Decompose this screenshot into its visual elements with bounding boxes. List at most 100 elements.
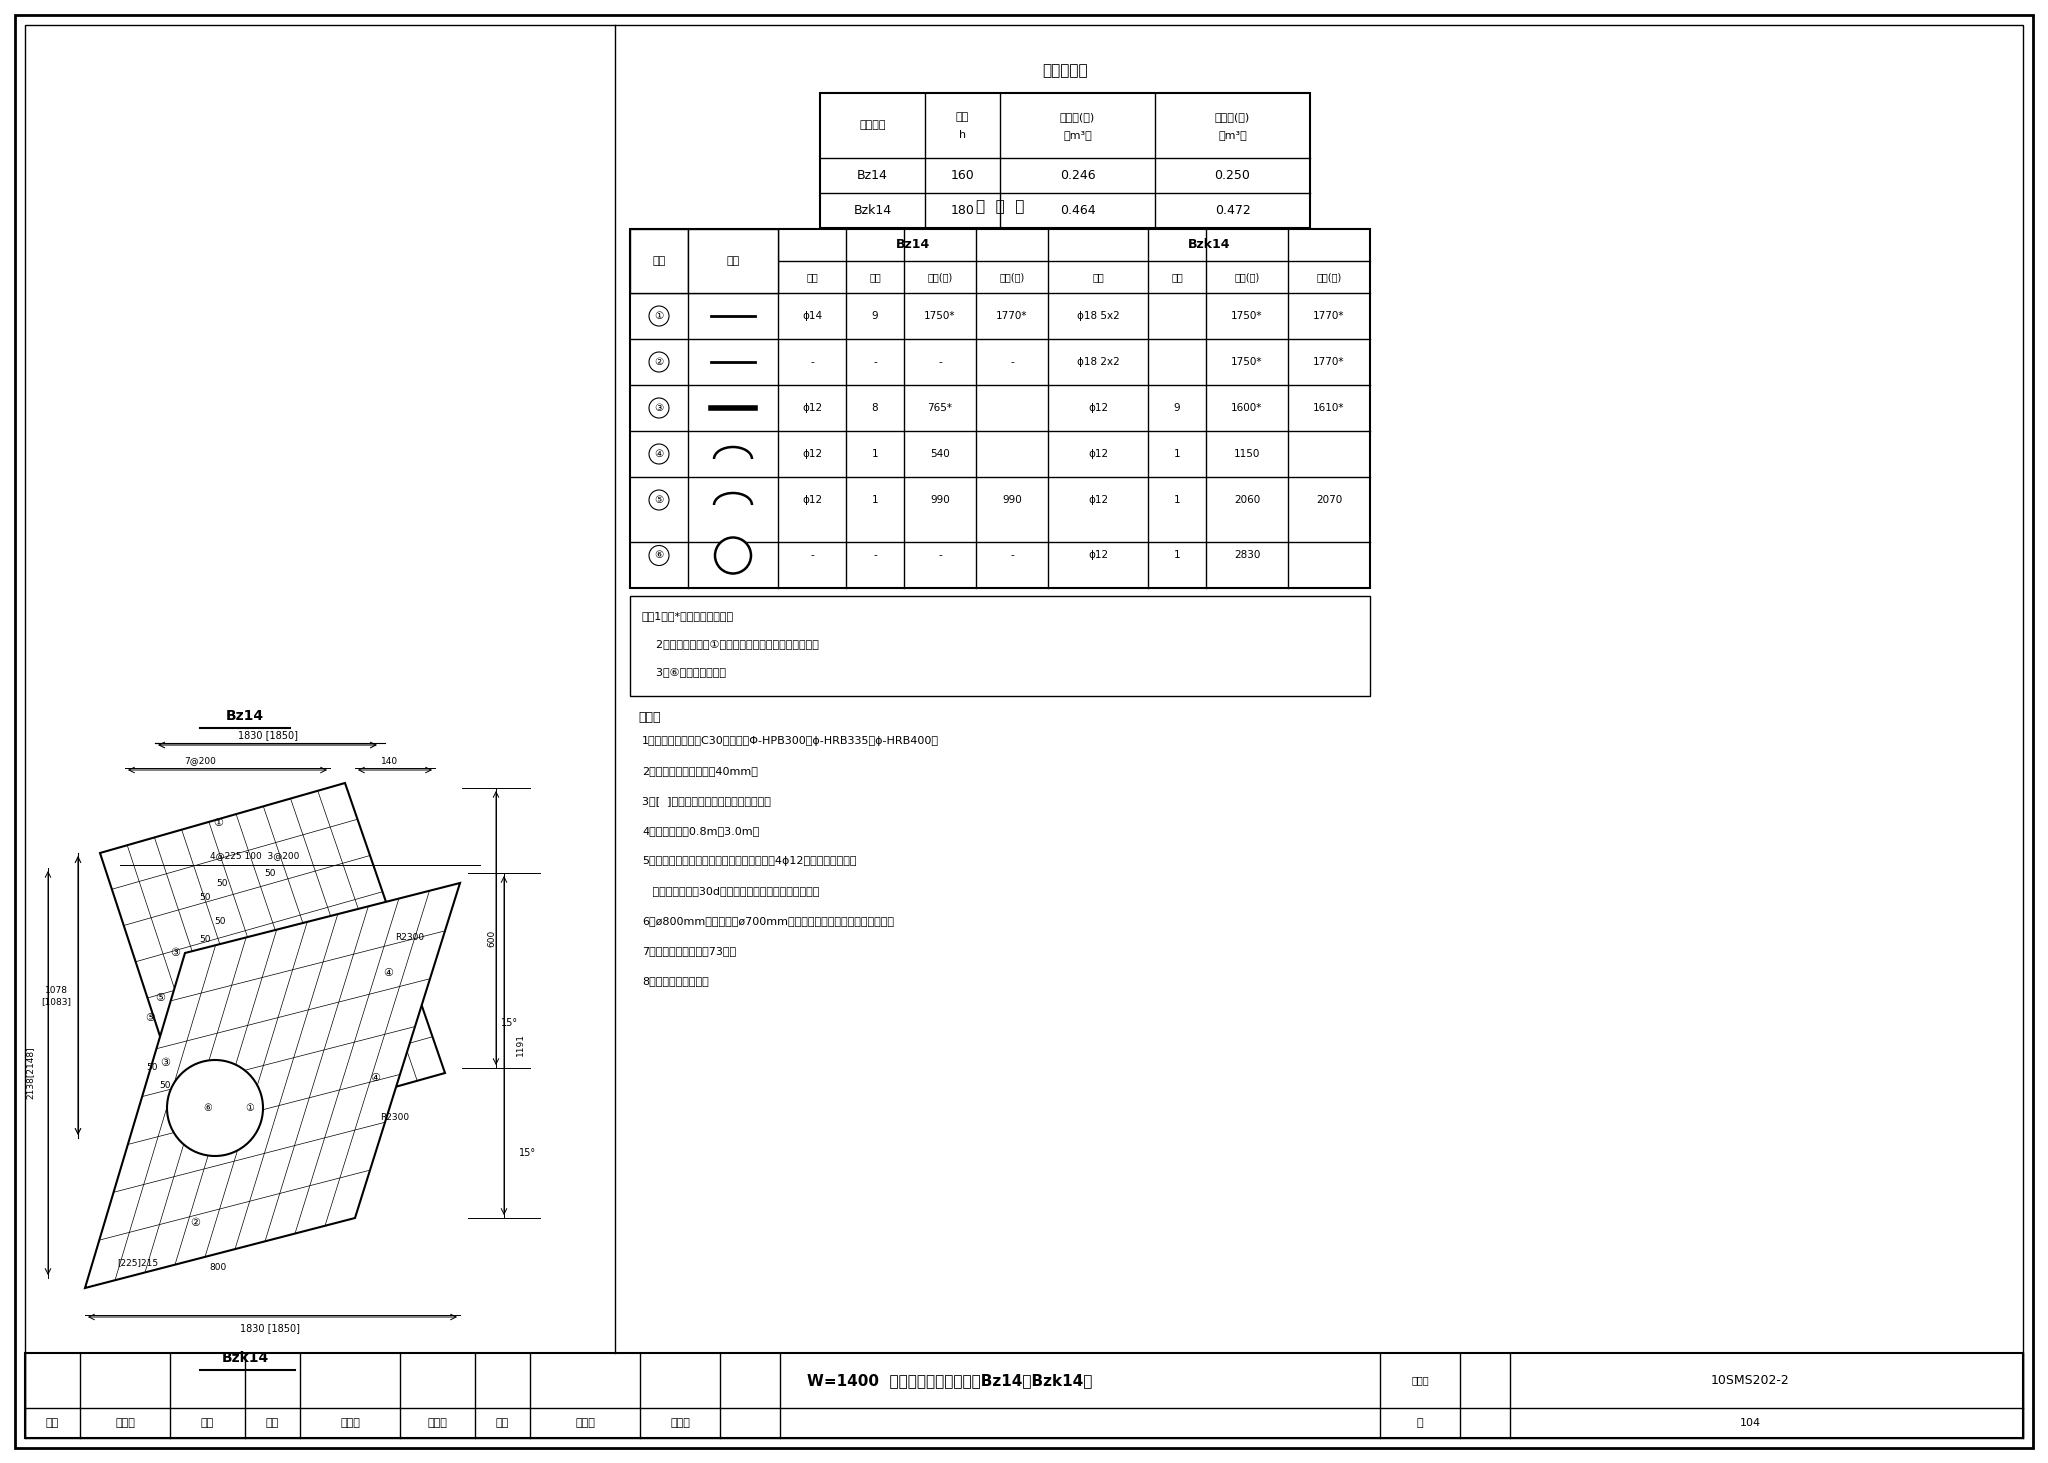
- Text: 1750*: 1750*: [1231, 357, 1264, 367]
- Text: 50: 50: [209, 1125, 221, 1134]
- Text: 1600*: 1600*: [1231, 402, 1264, 413]
- Text: -: -: [811, 550, 813, 560]
- Text: ④: ④: [655, 449, 664, 459]
- Text: [225]215: [225]215: [117, 1258, 158, 1267]
- Text: -: -: [811, 357, 813, 367]
- Text: 0.464: 0.464: [1059, 203, 1096, 217]
- Text: 1: 1: [1174, 449, 1180, 459]
- Text: ③: ③: [655, 402, 664, 413]
- Text: ⑤: ⑤: [655, 494, 664, 505]
- Text: -: -: [872, 550, 877, 560]
- Text: 设计: 设计: [496, 1418, 508, 1428]
- Text: -: -: [1010, 357, 1014, 367]
- Text: 1750*: 1750*: [924, 312, 956, 320]
- Text: 1830 [1850]: 1830 [1850]: [238, 730, 299, 740]
- Text: Bzk14: Bzk14: [854, 203, 891, 217]
- Text: 50: 50: [199, 935, 211, 945]
- Text: 540: 540: [930, 449, 950, 459]
- Circle shape: [649, 546, 670, 566]
- Text: ϕ14: ϕ14: [803, 312, 821, 320]
- Text: 1770*: 1770*: [1313, 312, 1346, 320]
- Text: 15°: 15°: [502, 1018, 518, 1028]
- Text: 盖板型号: 盖板型号: [860, 120, 885, 130]
- Text: 页: 页: [1417, 1418, 1423, 1428]
- Text: 钢  筋  表: 钢 筋 表: [975, 199, 1024, 215]
- Text: -: -: [938, 357, 942, 367]
- Text: 50: 50: [160, 1081, 170, 1090]
- Text: 直径: 直径: [807, 272, 817, 282]
- Polygon shape: [100, 783, 444, 1143]
- Text: 1: 1: [1174, 494, 1180, 505]
- Text: 刘迎焕: 刘迎焕: [340, 1418, 360, 1428]
- Circle shape: [649, 490, 670, 511]
- Text: ④: ④: [383, 969, 393, 977]
- Text: 0.472: 0.472: [1214, 203, 1251, 217]
- Text: 7@200: 7@200: [184, 756, 215, 765]
- Text: ②: ②: [655, 357, 664, 367]
- Text: 2060: 2060: [1233, 494, 1260, 505]
- Circle shape: [649, 353, 670, 372]
- Text: 1: 1: [1174, 550, 1180, 560]
- Text: 门建鸣: 门建鸣: [428, 1418, 446, 1428]
- Text: 4@225 100  3@200: 4@225 100 3@200: [211, 851, 299, 860]
- Text: 长度(石): 长度(石): [1317, 272, 1341, 282]
- Text: 15°: 15°: [520, 1148, 537, 1159]
- Text: ϕ12: ϕ12: [803, 449, 821, 459]
- Text: 黄意兵: 黄意兵: [670, 1418, 690, 1428]
- Text: 0.250: 0.250: [1214, 170, 1251, 181]
- Text: 50: 50: [195, 1106, 205, 1115]
- Text: ϕ18 2x2: ϕ18 2x2: [1077, 357, 1120, 367]
- Text: ①: ①: [213, 818, 223, 828]
- Text: 2070: 2070: [1317, 494, 1341, 505]
- Text: 1: 1: [872, 494, 879, 505]
- Text: ⑤: ⑤: [145, 1012, 156, 1023]
- Text: 140: 140: [381, 756, 399, 765]
- Text: Bz14: Bz14: [856, 170, 889, 181]
- Text: 形式: 形式: [727, 256, 739, 266]
- Text: 180: 180: [950, 203, 975, 217]
- Text: 1750*: 1750*: [1231, 312, 1264, 320]
- Text: Bzk14: Bzk14: [221, 1350, 268, 1365]
- Bar: [631, 595, 1370, 696]
- Text: 9: 9: [1174, 402, 1180, 413]
- Text: -: -: [872, 357, 877, 367]
- Text: 根数: 根数: [868, 272, 881, 282]
- Text: ④: ④: [371, 1072, 381, 1083]
- Text: -: -: [938, 550, 942, 560]
- Text: 混凝土(石): 混凝土(石): [1214, 113, 1249, 123]
- Text: （m³）: （m³）: [1219, 130, 1247, 140]
- Text: ϕ12: ϕ12: [1087, 402, 1108, 413]
- Text: ϕ12: ϕ12: [1087, 494, 1108, 505]
- Text: 50: 50: [217, 878, 227, 888]
- Text: 混凝土(砖): 混凝土(砖): [1061, 113, 1096, 123]
- Text: 审核: 审核: [45, 1418, 59, 1428]
- Text: 长度(石): 长度(石): [999, 272, 1024, 282]
- Text: 长度(砖): 长度(砖): [1235, 272, 1260, 282]
- Text: 1078
[1083]: 1078 [1083]: [41, 986, 72, 1005]
- Text: 注：1．带*工程量为平均值。: 注：1．带*工程量为平均值。: [641, 612, 733, 620]
- Text: ③: ③: [170, 948, 180, 958]
- Text: 50: 50: [145, 1062, 158, 1071]
- Text: ⑥: ⑥: [203, 1103, 213, 1113]
- Text: 1770*: 1770*: [1313, 357, 1346, 367]
- Circle shape: [168, 1061, 262, 1156]
- Text: ϕ18 5x2: ϕ18 5x2: [1077, 312, 1120, 320]
- Text: 根数: 根数: [1171, 272, 1184, 282]
- Text: 编号: 编号: [653, 256, 666, 266]
- Polygon shape: [86, 884, 461, 1287]
- Text: W=1400  转弯检查井盖板配筋（Bz14、Bzk14）: W=1400 转弯检查井盖板配筋（Bz14、Bzk14）: [807, 1372, 1094, 1388]
- Text: 长度(砖): 长度(砖): [928, 272, 952, 282]
- Text: 板厚: 板厚: [956, 113, 969, 123]
- Text: ϕ12: ϕ12: [803, 494, 821, 505]
- Text: ①: ①: [246, 1103, 254, 1113]
- Text: 3．⑥号筋等强焊接。: 3．⑥号筋等强焊接。: [641, 667, 725, 677]
- Text: 0.246: 0.246: [1059, 170, 1096, 181]
- Circle shape: [649, 443, 670, 464]
- Text: h: h: [958, 130, 967, 140]
- Text: 10SMS202-2: 10SMS202-2: [1710, 1374, 1790, 1387]
- Text: 郑城: 郑城: [201, 1418, 213, 1428]
- Text: 800: 800: [209, 1264, 227, 1273]
- Text: 8．其他详见总说明。: 8．其他详见总说明。: [641, 976, 709, 986]
- Text: 直径: 直径: [1092, 272, 1104, 282]
- Text: 图集号: 图集号: [1411, 1375, 1430, 1385]
